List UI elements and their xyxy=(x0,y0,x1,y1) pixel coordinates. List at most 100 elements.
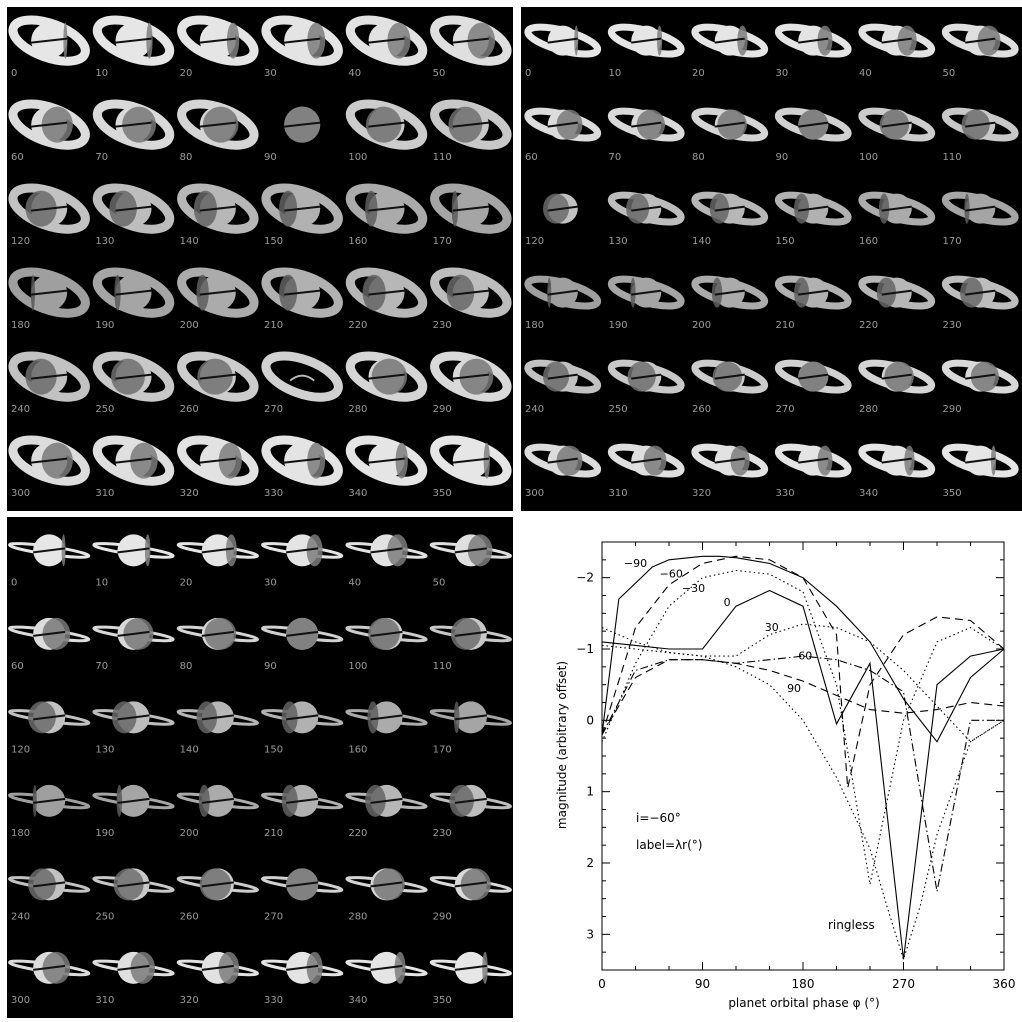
phase-label: 190 xyxy=(95,828,114,839)
phase-label: 190 xyxy=(95,320,114,331)
inclination-annotation: i=−60° xyxy=(636,811,681,825)
ring-shadow-band xyxy=(31,121,68,128)
planet-shadow xyxy=(817,445,833,476)
phase-label: 170 xyxy=(433,744,452,755)
phase-label: 300 xyxy=(525,488,544,499)
ring-shadow-band xyxy=(31,37,68,44)
series-label: 60 xyxy=(798,650,812,663)
planet-image xyxy=(607,107,685,142)
planet-image xyxy=(8,784,91,817)
ring-shadow-band xyxy=(286,630,319,637)
planet-image xyxy=(261,351,343,402)
panel-top-left: 0 10 20 30 40 50 60 70 80 90 100 110 120 130 140 150 160… xyxy=(7,7,513,511)
ring-shadow-band xyxy=(631,121,662,128)
phase-label: 270 xyxy=(264,911,283,922)
planet-shadow xyxy=(904,445,915,476)
ring-shadow-band xyxy=(199,121,236,128)
phase-label: 260 xyxy=(180,404,199,415)
planet-image xyxy=(8,435,90,486)
planet-image xyxy=(345,351,428,402)
phase-label: 20 xyxy=(180,68,193,79)
phase-label: 60 xyxy=(525,152,538,163)
phase-label: 300 xyxy=(11,488,30,499)
ring-shadow-band xyxy=(286,797,319,804)
ring-shadow-band xyxy=(452,457,489,464)
phase-label: 280 xyxy=(348,911,367,922)
planet-image xyxy=(345,183,428,234)
planet-shadow xyxy=(876,277,897,308)
phase-label: 310 xyxy=(95,995,114,1006)
ring-shadow-band xyxy=(370,547,403,554)
planet-image xyxy=(261,15,343,66)
planet-image xyxy=(176,534,259,567)
phase-label: 250 xyxy=(95,404,114,415)
planet-image xyxy=(858,107,936,142)
planet-shadow xyxy=(61,534,66,567)
series-label: −60 xyxy=(660,568,683,581)
phase-label: 220 xyxy=(348,828,367,839)
phase-label: 110 xyxy=(943,152,962,163)
ring-shadow-band xyxy=(117,797,150,804)
planet-grid-bottom-left: 0 10 20 30 40 50 60 70 80 90 100 110 120 130 140 150 160… xyxy=(8,534,512,1006)
ring-shadow-band xyxy=(370,714,403,721)
planet-shadow xyxy=(30,274,35,311)
phase-label: 100 xyxy=(348,152,367,163)
planet-shadow xyxy=(146,22,153,59)
planet-shadow xyxy=(307,22,326,59)
phase-label: 180 xyxy=(11,320,30,331)
panel-top-right: 0 10 20 30 40 50 60 70 80 90 100 110 120 130 140 150 160… xyxy=(521,7,1022,511)
phase-label: 170 xyxy=(943,236,962,247)
phase-label: 0 xyxy=(11,68,17,79)
phase-label: 90 xyxy=(776,152,789,163)
phase-label: 0 xyxy=(525,68,531,79)
planet-shadow xyxy=(218,951,240,984)
ring-shadow-band xyxy=(286,714,319,721)
planet-image xyxy=(177,15,259,66)
planet-image xyxy=(429,951,512,984)
series-line xyxy=(601,589,1005,960)
ring-shadow-band xyxy=(31,373,68,380)
ring-shadow-band xyxy=(631,289,662,296)
planet-shadow xyxy=(281,784,298,817)
planet-image xyxy=(607,443,685,478)
planet-shadow xyxy=(218,442,242,479)
planet-image xyxy=(858,443,936,478)
planet-shadow xyxy=(367,701,379,734)
phase-label: 290 xyxy=(433,911,452,922)
planet-shadow xyxy=(116,784,123,817)
phase-label: 180 xyxy=(525,320,544,331)
planet-image xyxy=(941,275,1019,310)
phase-label: 80 xyxy=(180,152,193,163)
phase-label: 290 xyxy=(943,404,962,415)
phase-label: 30 xyxy=(776,68,789,79)
phase-label: 120 xyxy=(11,236,30,247)
ring-shadow-band xyxy=(201,964,234,971)
ring-shadow-band xyxy=(881,205,912,212)
planet-image xyxy=(8,267,90,318)
phase-label: 150 xyxy=(264,236,283,247)
planet-shadow xyxy=(225,534,237,567)
ring-shadow-band xyxy=(31,457,68,464)
phase-label: 200 xyxy=(180,828,199,839)
planet-shadow xyxy=(977,25,1001,56)
phase-label: 190 xyxy=(609,320,628,331)
ring-shadow-band xyxy=(199,289,236,296)
ring-shadow-band xyxy=(115,205,152,212)
planet-image xyxy=(345,701,428,734)
planet-shadow xyxy=(306,534,323,567)
planet-image xyxy=(8,183,90,234)
planet-image xyxy=(774,359,852,394)
planet-shadow xyxy=(130,951,156,984)
phase-label: 330 xyxy=(264,488,283,499)
phase-label: 120 xyxy=(11,744,30,755)
planet-image xyxy=(430,267,512,318)
y-tick-label: 1 xyxy=(586,785,594,799)
planet-image xyxy=(345,99,428,150)
planet-image xyxy=(858,275,936,310)
planet-shadow xyxy=(196,274,209,311)
y-tick-label: 3 xyxy=(586,927,594,941)
planet-image xyxy=(345,951,428,984)
planet-image xyxy=(430,435,512,486)
planet-image xyxy=(858,359,936,394)
phase-label: 210 xyxy=(776,320,795,331)
